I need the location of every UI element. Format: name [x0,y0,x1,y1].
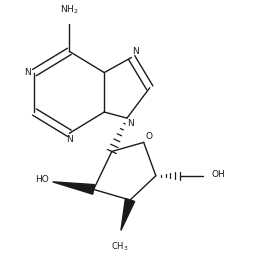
Text: N: N [127,119,134,128]
Text: N: N [66,135,73,144]
Text: CH$_3$: CH$_3$ [111,240,128,253]
Text: O: O [146,132,153,141]
Text: N: N [24,68,31,77]
Text: HO: HO [35,175,49,184]
Polygon shape [53,182,94,194]
Text: NH$_2$: NH$_2$ [60,3,79,16]
Text: OH: OH [211,170,225,179]
Polygon shape [121,199,135,230]
Text: N: N [132,47,139,56]
